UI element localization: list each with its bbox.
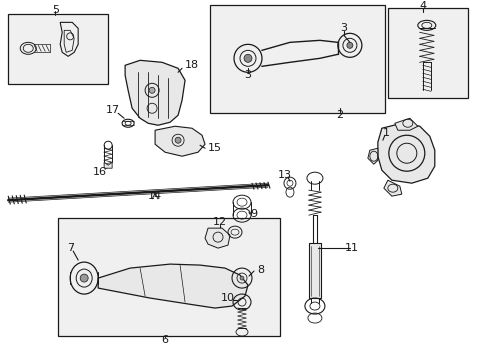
- Polygon shape: [377, 123, 434, 183]
- Polygon shape: [394, 118, 417, 130]
- Ellipse shape: [244, 54, 251, 62]
- Text: 17: 17: [106, 105, 120, 115]
- Ellipse shape: [175, 137, 181, 143]
- Bar: [210, 5, 384, 113]
- Bar: [8, 14, 108, 84]
- Bar: [387, 8, 467, 98]
- Polygon shape: [104, 162, 112, 168]
- Text: 15: 15: [207, 143, 222, 153]
- Text: 10: 10: [221, 293, 235, 303]
- Text: 6: 6: [161, 335, 168, 345]
- Polygon shape: [98, 264, 247, 308]
- Text: 7: 7: [66, 243, 74, 253]
- Text: 5: 5: [52, 5, 59, 15]
- Ellipse shape: [240, 276, 244, 280]
- Polygon shape: [367, 148, 377, 164]
- Ellipse shape: [346, 42, 352, 48]
- Text: 14: 14: [148, 191, 162, 201]
- Text: 3: 3: [340, 23, 346, 33]
- Text: 16: 16: [93, 167, 107, 177]
- Polygon shape: [204, 228, 229, 248]
- Text: 18: 18: [184, 60, 199, 70]
- Polygon shape: [383, 180, 401, 196]
- Text: 12: 12: [213, 217, 226, 227]
- Polygon shape: [125, 60, 184, 125]
- Text: 8: 8: [257, 265, 264, 275]
- Text: 13: 13: [277, 170, 291, 180]
- Text: 9: 9: [249, 209, 257, 219]
- Polygon shape: [155, 126, 204, 156]
- Text: 1: 1: [382, 128, 389, 138]
- Text: 11: 11: [344, 243, 358, 253]
- Text: 3: 3: [244, 70, 251, 80]
- Ellipse shape: [80, 274, 88, 282]
- Text: 4: 4: [418, 1, 426, 12]
- Text: 2: 2: [336, 110, 343, 120]
- Polygon shape: [308, 243, 320, 298]
- Bar: [58, 218, 280, 336]
- Ellipse shape: [149, 87, 155, 93]
